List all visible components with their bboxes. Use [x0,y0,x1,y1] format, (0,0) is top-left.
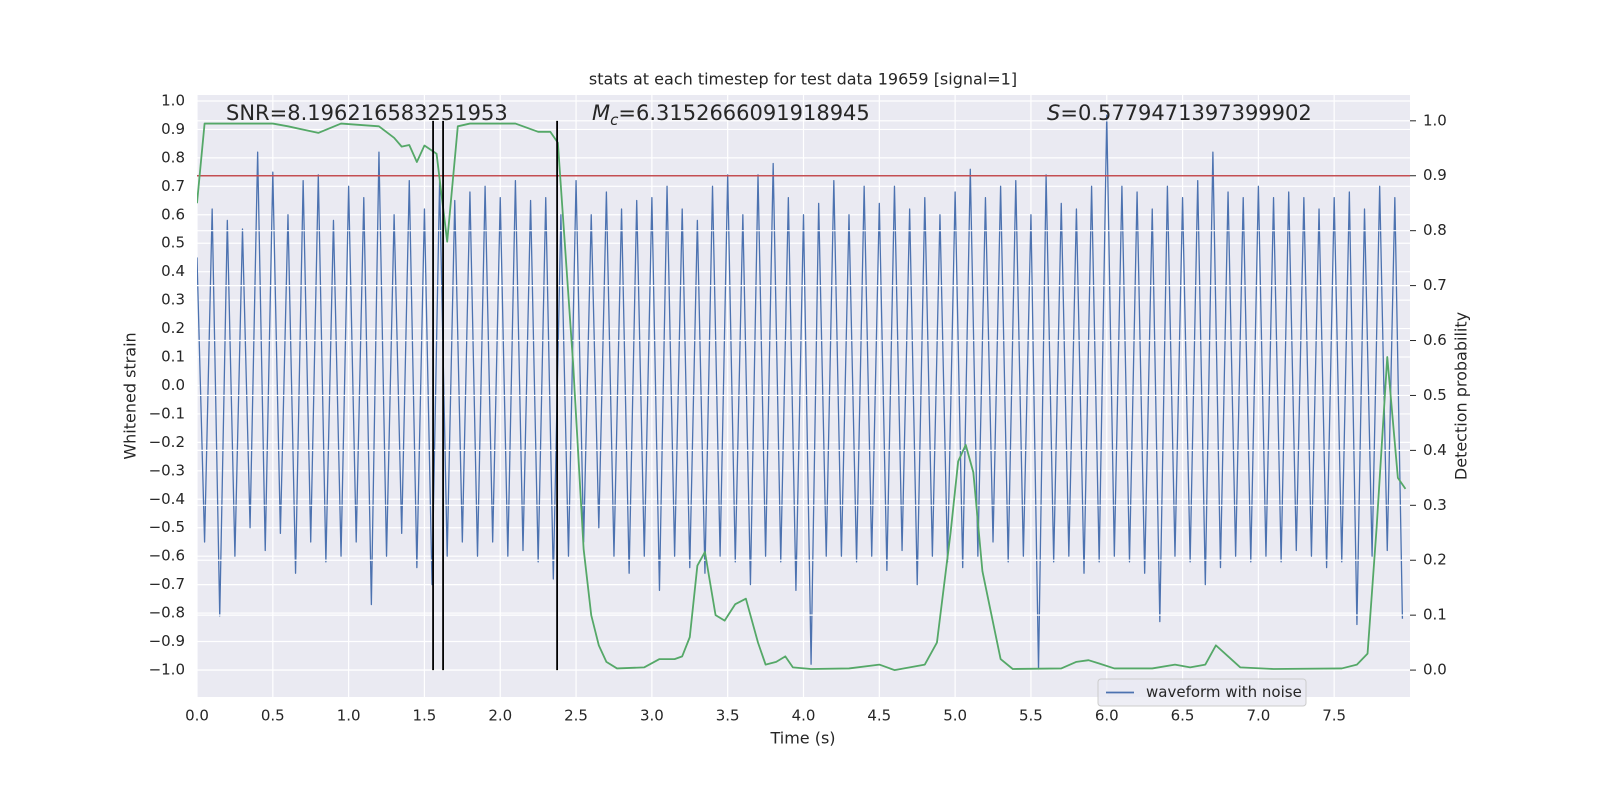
y2-tick-label: 0.4 [1423,441,1447,459]
annotation: Mc=6.3152666091918945 [592,101,870,129]
x-tick-label: 4.0 [792,707,816,725]
y2-tick-label: 0.1 [1423,606,1447,624]
y2-axis-label: Detection probability [1452,312,1471,480]
annotation-text: =8.196216583251953 [270,101,508,125]
y2-tick-label: 0.6 [1423,331,1447,349]
x-tick-label: 3.5 [716,707,740,725]
y2-tick-label: 0.0 [1423,661,1447,679]
legend: waveform with noise [1097,678,1307,707]
x-tick-label: 1.0 [337,707,361,725]
x-tick-label: 0.0 [185,707,209,725]
annotation-subscript: c [610,111,619,129]
y-tick-label: −0.9 [149,632,185,650]
y-tick-label: −0.6 [149,547,185,565]
y-tick-label: 0.2 [161,319,185,337]
annotation-symbol: SNR [226,101,270,125]
y-tick-label: 0.5 [161,234,185,252]
y-tick-label: −0.2 [149,433,185,451]
data-line [197,114,1404,671]
plot-layer [197,120,1410,671]
x-tick-label: 5.5 [1019,707,1043,725]
y2-tick-label: 0.3 [1423,496,1447,514]
x-tick-label: 7.5 [1322,707,1346,725]
y-tick-label: −0.4 [149,490,185,508]
y2-tick-label: 0.5 [1423,386,1447,404]
legend-label: waveform with noise [1146,683,1302,701]
x-tick-label: 7.0 [1246,707,1270,725]
y-tick-label: 0.3 [161,291,185,309]
y-axis-label: Whitened strain [121,332,140,459]
y-tick-label: −0.1 [149,404,185,422]
y2-tick-label: 1.0 [1423,111,1447,129]
legend-box [1097,678,1307,707]
x-tick-label: 6.5 [1171,707,1195,725]
chart-title: stats at each timestep for test data 196… [589,70,1017,89]
y-tick-label: −1.0 [149,660,185,678]
y-tick-label: 0.4 [161,262,185,280]
y-tick-label: −0.5 [149,518,185,536]
y-tick-label: 0.7 [161,177,185,195]
x-tick-label: 2.5 [564,707,588,725]
annotation: S=0.5779471397399902 [1047,101,1312,125]
x-tick-label: 0.5 [261,707,285,725]
x-tick-label: 6.0 [1095,707,1119,725]
annotation-text: =6.3152666091918945 [618,101,869,125]
y-tick-label: 0.1 [161,348,185,366]
annotation: SNR=8.196216583251953 [226,101,508,125]
annotation-symbol: M [592,101,610,125]
x-tick-label: 3.0 [640,707,664,725]
x-tick-label: 4.5 [867,707,891,725]
y2-tick-label: 0.9 [1423,166,1447,184]
annotation-symbol: S [1047,101,1060,125]
plot-layer [197,114,1404,671]
y-tick-label: 1.0 [161,91,185,109]
y2-tick-label: 0.7 [1423,276,1447,294]
annotation-text: =0.5779471397399902 [1060,101,1311,125]
x-tick-label: 5.0 [943,707,967,725]
y-tick-label: 0.8 [161,148,185,166]
y-tick-label: 0.9 [161,120,185,138]
y-tick-label: −0.8 [149,604,185,622]
y-tick-label: 0.6 [161,205,185,223]
y-tick-label: −0.7 [149,575,185,593]
x-axis-label: Time (s) [769,729,835,748]
y2-tick-label: 0.8 [1423,221,1447,239]
x-tick-label: 2.0 [488,707,512,725]
y-tick-label: 0.0 [161,376,185,394]
y2-tick-label: 0.2 [1423,551,1447,569]
x-tick-label: 1.5 [413,707,437,725]
y-tick-label: −0.3 [149,461,185,479]
